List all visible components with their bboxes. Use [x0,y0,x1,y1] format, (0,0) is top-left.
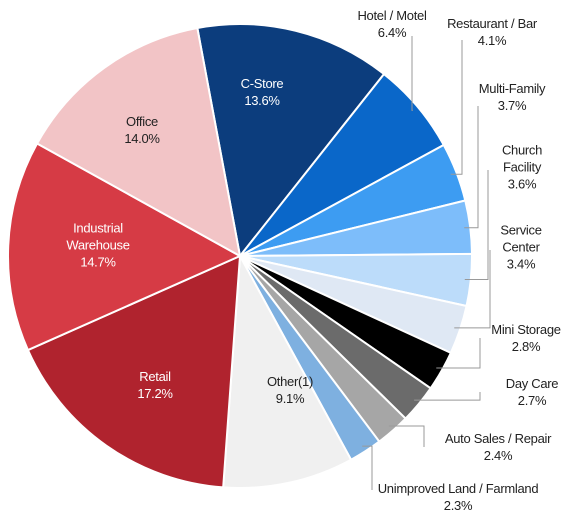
category-label: Restaurant / Bar [447,16,537,31]
slice-label: Other(1) 9.1% [250,373,330,407]
slice-label: Service Center 3.4% [486,222,556,273]
leader-line [414,392,481,401]
slice-label: Auto Sales / Repair 2.4% [423,430,570,464]
pie-slice [222,252,353,489]
slice-label: Church Facility 3.6% [487,142,557,193]
value-label: 3.6% [507,176,537,192]
leader-line [454,250,491,329]
slice-label: Office 14.0% [102,113,182,147]
leader-line [411,36,413,111]
category-label: Multi-Family [478,81,546,96]
slice-label: Multi-Family 3.7% [457,80,567,114]
category-label: C-Store [240,76,284,91]
pie-slice [35,26,242,258]
pie-slice [196,23,386,259]
value-label: 9.1% [275,391,305,406]
slice-label: Day Care 2.7% [487,375,570,409]
value-label: 4.1% [477,33,507,48]
slice-label: Industrial Warehouse 14.7% [48,220,148,271]
value-label: 6.4% [377,25,407,40]
value-label: 2.8% [511,339,541,354]
value-label: 14.0% [124,131,160,146]
value-label: 14.7% [80,254,116,270]
leader-line [450,40,463,175]
category-label: Office [126,114,158,129]
slice-label: C-Store 13.6% [222,75,302,109]
category-label: Day Care [505,376,559,391]
pie-slice [26,254,242,489]
slice-label: Restaurant / Bar 4.1% [432,15,552,49]
leader-line [436,338,481,369]
category-label: Hotel / Motel [357,8,427,23]
value-label: 2.7% [517,393,547,408]
value-label: 3.7% [497,98,527,113]
category-label: Unimproved Land / Farmland [377,481,539,496]
slice-label: Hotel / Motel 6.4% [337,7,447,41]
slice-label: Mini Storage 2.8% [471,321,570,355]
value-label: 3.4% [506,256,536,272]
slice-label: Unimproved Land / Farmland 2.3% [343,480,570,514]
value-label: 2.3% [443,498,473,513]
category-label: Auto Sales / Repair [444,431,552,446]
pie-slice [7,142,243,352]
slice-label: Retail 17.2% [115,368,195,402]
category-label: Mini Storage [491,322,561,337]
category-label: Other(1) [266,374,313,389]
category-label: Retail [139,369,171,384]
value-label: 17.2% [137,386,173,401]
category-label: Industrial Warehouse [66,220,130,253]
leader-line [362,445,373,490]
value-label: 13.6% [244,93,280,108]
leader-line [464,170,489,280]
leader-line [388,425,425,447]
category-label: Service Center [500,222,542,255]
value-label: 2.4% [483,448,513,463]
leader-line [464,106,479,229]
category-label: Church Facility [501,142,543,175]
